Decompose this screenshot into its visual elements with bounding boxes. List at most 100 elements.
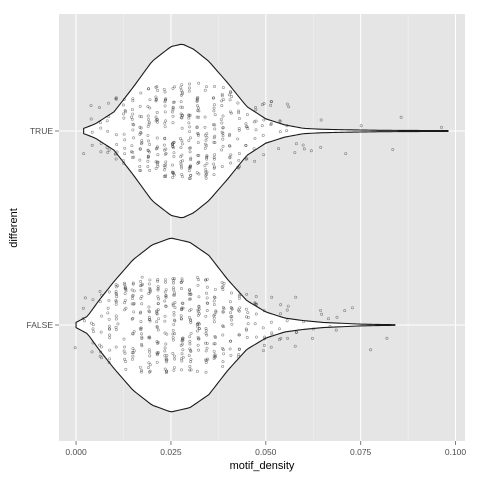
jitter-point: [245, 157, 249, 161]
jitter-point: [262, 118, 266, 122]
jitter-point: [116, 322, 120, 326]
jitter-point: [114, 317, 118, 321]
jitter-point: [155, 351, 159, 355]
jitter-point: [221, 144, 225, 148]
jitter-point: [114, 152, 117, 156]
jitter-point: [148, 278, 152, 282]
jitter-point: [100, 356, 104, 360]
jitter-point: [244, 327, 248, 331]
jitter-point: [180, 93, 183, 97]
jitter-point: [253, 136, 257, 140]
jitter-point: [189, 156, 193, 160]
jitter-point: [163, 299, 167, 303]
jitter-point: [204, 370, 208, 374]
jitter-point: [187, 176, 191, 180]
jitter-point: [162, 87, 166, 91]
jitter-point: [254, 295, 258, 298]
jitter-point: [171, 336, 175, 340]
jitter-point: [187, 169, 191, 173]
jitter-point: [204, 138, 208, 142]
jitter-point: [123, 298, 127, 302]
jitter-point: [343, 309, 347, 313]
jitter-point: [164, 152, 168, 155]
x-tick-label: 0.000: [65, 447, 87, 457]
jitter-point: [205, 161, 209, 165]
jitter-point: [269, 103, 273, 107]
jitter-point: [440, 125, 443, 129]
jitter-point: [197, 154, 201, 157]
jitter-point: [197, 160, 201, 164]
jitter-point: [302, 320, 305, 324]
jitter-point: [253, 302, 257, 306]
jitter-point: [148, 310, 152, 314]
jitter-point: [228, 155, 232, 159]
jitter-point: [188, 165, 192, 169]
jitter-point: [140, 275, 144, 279]
jitter-point: [99, 142, 103, 145]
jitter-point: [385, 336, 389, 340]
jitter-point: [132, 155, 136, 159]
jitter-point: [197, 326, 201, 330]
jitter-point: [115, 143, 119, 146]
jitter-point: [99, 350, 102, 354]
jitter-point: [140, 344, 144, 348]
jitter-point: [222, 98, 225, 102]
jitter-point: [255, 335, 258, 339]
jitter-point: [163, 136, 167, 140]
jitter-point: [187, 89, 191, 93]
jitter-point: [98, 121, 102, 125]
jitter-point: [212, 303, 216, 306]
jitter-point: [138, 158, 142, 162]
jitter-point: [107, 298, 111, 302]
jitter-point: [124, 367, 128, 371]
jitter-point: [179, 314, 183, 318]
jitter-point: [205, 277, 209, 281]
jitter-point: [228, 98, 232, 102]
jitter-point: [219, 117, 223, 121]
jitter-point: [213, 134, 217, 138]
jitter-point: [107, 317, 111, 321]
jitter-point: [131, 346, 135, 350]
jitter-point: [138, 168, 142, 172]
jitter-point: [131, 293, 135, 297]
jitter-point: [319, 118, 323, 122]
jitter-point: [221, 114, 225, 118]
jitter-point: [147, 139, 150, 143]
jitter-point: [222, 352, 226, 356]
jitter-point: [319, 145, 323, 149]
jitter-point: [212, 156, 216, 160]
jitter-point: [253, 322, 257, 326]
jitter-point: [179, 280, 183, 284]
y-tick-label: FALSE: [27, 320, 54, 330]
jitter-point: [293, 344, 297, 348]
jitter-point: [98, 289, 102, 293]
jitter-point: [155, 312, 159, 316]
jitter-point: [154, 85, 158, 89]
jitter-point: [146, 165, 150, 168]
jitter-point: [114, 345, 118, 349]
jitter-point: [171, 328, 175, 332]
jitter-point: [229, 161, 233, 165]
jitter-point: [320, 312, 324, 316]
jitter-point: [114, 299, 118, 303]
jitter-point: [123, 351, 127, 355]
jitter-point: [148, 350, 152, 354]
jitter-point: [221, 306, 225, 309]
jitter-point: [221, 333, 225, 337]
jitter-point: [220, 346, 224, 350]
jitter-point: [164, 371, 168, 375]
jitter-point: [172, 310, 176, 314]
x-tick-label: 0.025: [160, 447, 182, 457]
jitter-point: [180, 368, 183, 372]
jitter-point: [179, 137, 182, 141]
jitter-point: [179, 105, 183, 109]
jitter-point: [171, 277, 175, 281]
jitter-point: [123, 283, 127, 287]
jitter-point: [147, 361, 151, 365]
jitter-point: [107, 324, 111, 328]
jitter-point: [319, 308, 323, 312]
jitter-point: [91, 298, 95, 302]
jitter-point: [139, 130, 143, 134]
jitter-point: [212, 299, 216, 303]
jitter-point: [164, 98, 167, 102]
